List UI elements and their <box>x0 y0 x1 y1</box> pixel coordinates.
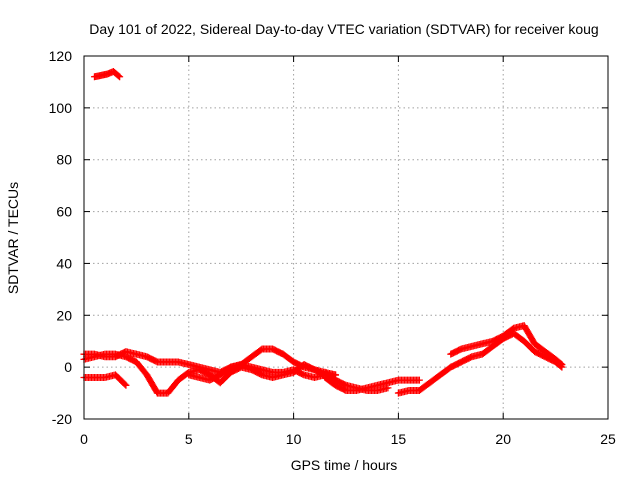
x-tick-label: 10 <box>286 431 302 447</box>
series-track-h <box>447 322 566 369</box>
data-point <box>115 72 123 80</box>
axis-ticks: 0 5 10 15 20 25 -20 0 20 40 60 80 100 120 <box>49 48 616 447</box>
data-point <box>384 384 392 392</box>
series-track-c <box>80 371 130 389</box>
data-point <box>558 361 566 369</box>
x-axis-label: GPS time / hours <box>291 457 398 473</box>
y-tick-label: 0 <box>64 359 72 375</box>
data-point <box>415 376 423 384</box>
y-tick-label: 60 <box>56 204 72 220</box>
x-tick-label: 20 <box>495 431 511 447</box>
series-track-f <box>321 368 392 394</box>
y-axis-label: SDTVAR / TECUs <box>5 182 21 294</box>
data-point <box>121 380 129 388</box>
data-point <box>116 73 124 81</box>
y-tick-label: 120 <box>49 48 73 64</box>
y-tick-label: 40 <box>56 255 72 271</box>
data-points <box>80 68 566 397</box>
y-tick-label: -20 <box>52 411 72 427</box>
x-tick-label: 5 <box>185 431 193 447</box>
data-point <box>557 360 565 368</box>
x-tick-label: 25 <box>600 431 616 447</box>
y-tick-label: 80 <box>56 152 72 168</box>
grid-lines <box>84 56 608 419</box>
chart-title: Day 101 of 2022, Sidereal Day-to-day VTE… <box>89 21 598 37</box>
y-tick-label: 100 <box>49 100 73 116</box>
series-track-i <box>90 68 124 81</box>
plot-frame <box>83 55 609 420</box>
x-tick-label: 0 <box>80 431 88 447</box>
y-tick-label: 20 <box>56 307 72 323</box>
x-tick-label: 15 <box>391 431 407 447</box>
series-track-g <box>394 329 566 397</box>
data-point <box>122 381 130 389</box>
